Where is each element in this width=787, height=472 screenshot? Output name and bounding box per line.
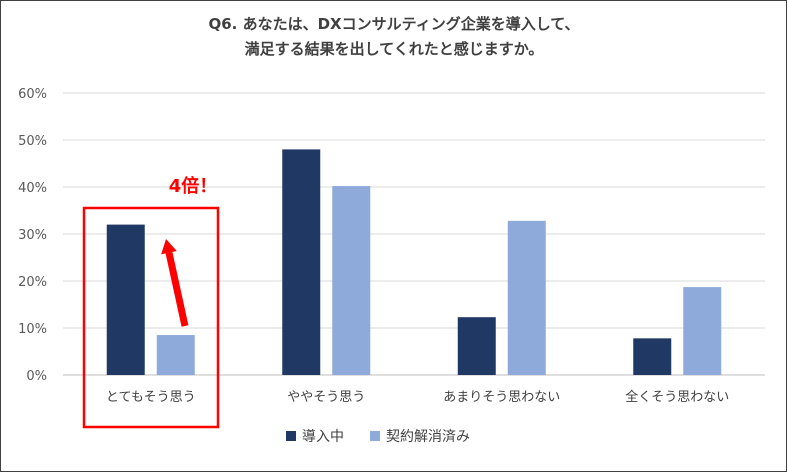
bar-cancelled-3 bbox=[683, 287, 722, 375]
legend-swatch bbox=[286, 431, 296, 441]
gridlines bbox=[63, 92, 765, 376]
y-tick-label: 30% bbox=[18, 228, 47, 243]
y-tick-label: 40% bbox=[18, 181, 47, 196]
y-tick-label: 20% bbox=[18, 275, 47, 290]
bar-cancelled-1 bbox=[332, 186, 371, 375]
category-label: ややそう思う bbox=[287, 390, 365, 405]
y-tick-label: 60% bbox=[18, 87, 47, 102]
category-label: あまりそう思わない bbox=[443, 390, 560, 405]
bar-cancelled-2 bbox=[507, 220, 546, 375]
y-tick-label: 50% bbox=[18, 134, 47, 149]
bar-active-0 bbox=[106, 224, 145, 375]
bar-active-1 bbox=[282, 149, 321, 375]
chart-title-line-2: 満足する結果を出してくれたと感じますか。 bbox=[245, 40, 544, 58]
annotation-text: 4倍！ bbox=[169, 175, 218, 197]
category-label: 全くそう思わない bbox=[625, 389, 729, 405]
arrow-head bbox=[161, 239, 177, 255]
chart-title-line-1: Q6. あなたは、DXコンサルティング企業を導入して、 bbox=[208, 15, 579, 33]
annotation-arrow bbox=[161, 239, 189, 327]
bar-cancelled-0 bbox=[156, 335, 195, 375]
y-axis-ticks: 0% 10% 20% 30% 40% 50% 60% bbox=[18, 87, 47, 384]
chart-title: Q6. あなたは、DXコンサルティング企業を導入して、 満足する結果を出してくれ… bbox=[208, 15, 579, 58]
arrow-shaft bbox=[165, 251, 189, 327]
x-axis-categories: とてもそう思う ややそう思う あまりそう思わない 全くそう思わない bbox=[106, 389, 729, 405]
bar-active-3 bbox=[633, 338, 672, 375]
highlight-box bbox=[82, 206, 220, 429]
bar-active-2 bbox=[457, 317, 496, 375]
bars bbox=[106, 149, 722, 375]
legend-swatch bbox=[370, 431, 380, 441]
y-tick-label: 0% bbox=[26, 369, 47, 384]
annotation: 4倍！ bbox=[82, 175, 220, 429]
category-label: とてもそう思う bbox=[106, 390, 196, 405]
legend-label: 契約解消済み bbox=[386, 429, 470, 445]
legend: 導入中 契約解消済み bbox=[286, 429, 470, 445]
legend-label: 導入中 bbox=[302, 429, 344, 445]
y-tick-label: 10% bbox=[18, 322, 47, 337]
